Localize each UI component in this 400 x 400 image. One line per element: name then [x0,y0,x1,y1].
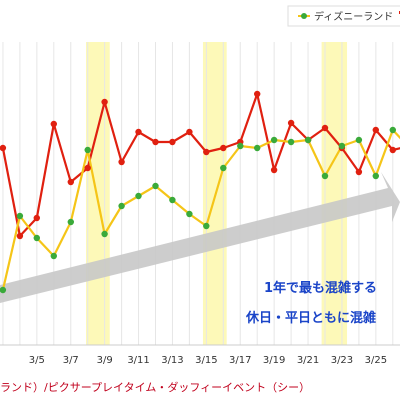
data-point [338,142,346,150]
data-point [16,212,24,220]
footer-text: ランド）/ピクサープレイタイム・ダッフィーイベント（シー） [0,380,310,394]
data-point [254,144,261,152]
trend-arrow [0,172,400,303]
data-point [152,138,159,146]
data-point [203,222,210,230]
data-point [84,164,91,172]
data-point [152,182,159,190]
data-point [389,126,396,134]
x-tick-label: 3/9 [97,355,113,366]
data-point [16,232,24,240]
data-point [33,234,40,242]
data-point [33,214,40,222]
data-point [287,119,295,127]
data-point [304,136,312,144]
data-point [389,146,396,154]
x-tick-label: 3/5 [29,355,45,366]
data-point [101,98,108,106]
x-tick-label: 3/25 [365,355,387,366]
series-points [0,90,396,294]
data-point [355,136,363,144]
data-point [169,196,176,204]
data-point [372,172,379,180]
data-point [135,128,142,136]
data-point [169,138,176,146]
data-point [203,148,210,156]
data-point [50,252,57,260]
x-tick-labels: 3/5 3/7 3/9 3/11 3/13 3/15 3/17 3/19 3/21 3/23 3/2… [29,355,387,366]
data-point [186,128,193,136]
x-tick-label: 3/21 [297,355,319,366]
data-point [220,144,227,152]
data-point [270,166,278,174]
data-point [118,158,125,166]
data-point [287,138,295,146]
x-tick-label: 3/19 [263,355,285,366]
data-point [270,136,278,144]
legend: ディズニーランド [287,5,400,27]
data-point [321,172,329,180]
data-point [118,202,125,210]
legend-marker [301,13,307,19]
data-point [84,146,91,154]
data-point [101,230,108,238]
x-tick-label: 3/17 [229,355,251,366]
data-point [321,124,329,132]
x-tick-label: 3/13 [161,355,183,366]
highlight-band [86,42,110,345]
data-point [135,192,142,200]
data-point [67,178,75,186]
legend-entry: ディズニーランド [314,10,393,23]
x-tick-label: 3/15 [195,355,217,366]
x-tick-label: 3/11 [127,355,149,366]
data-point [0,286,7,294]
data-point [237,142,244,150]
data-point [186,210,193,218]
x-tick-label: 3/23 [331,355,353,366]
data-point [355,168,363,176]
data-point [0,144,7,152]
annotation-1: 1年で最も混雑する [264,280,377,296]
x-tick-label: 3/7 [63,355,79,366]
data-point [220,164,227,172]
data-point [372,126,379,134]
data-point [50,120,57,128]
data-point [67,218,75,226]
highlight-band [321,42,348,345]
annotation-2: 休日・平日ともに混雑 [245,310,376,326]
data-point [254,90,261,98]
